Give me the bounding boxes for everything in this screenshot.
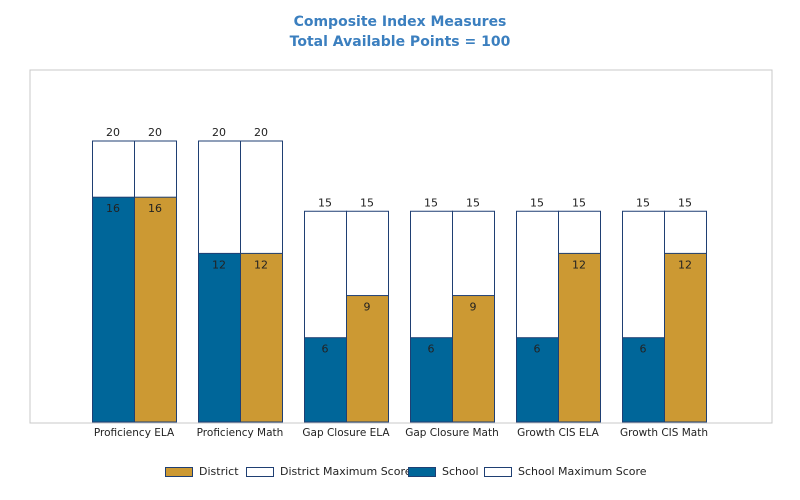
chart-title: Composite Index Measures bbox=[293, 14, 507, 30]
legend-swatch bbox=[408, 466, 436, 477]
legend-item: School Maximum Score bbox=[484, 465, 647, 478]
district-value-label: 12 bbox=[254, 258, 268, 271]
category-label: Proficiency ELA bbox=[94, 427, 175, 439]
district-value-label: 16 bbox=[148, 202, 162, 215]
school-bar bbox=[516, 337, 559, 423]
school-bar bbox=[410, 337, 453, 423]
plot-area: 20 20 16 16 Proficiency ELA 20 20 12 12 Proficien… bbox=[29, 69, 773, 439]
district-max-label: 15 bbox=[466, 196, 480, 209]
district-value-label: 12 bbox=[572, 258, 586, 271]
plot-frame bbox=[29, 69, 773, 424]
category-label: Gap Closure Math bbox=[405, 427, 499, 439]
legend-item: District Maximum Score bbox=[246, 465, 412, 478]
school-max-label: 15 bbox=[318, 196, 332, 209]
legend-swatch bbox=[246, 466, 274, 477]
legend-item: School bbox=[408, 465, 479, 478]
district-value-label: 9 bbox=[470, 301, 477, 314]
legend-label: School Maximum Score bbox=[518, 465, 647, 478]
school-value-label: 6 bbox=[534, 343, 541, 356]
school-bar bbox=[92, 196, 135, 423]
legend-label: School bbox=[442, 465, 479, 478]
school-value-label: 6 bbox=[428, 343, 435, 356]
district-bar bbox=[240, 252, 283, 423]
category-label: Growth CIS Math bbox=[620, 427, 708, 439]
category-label: Growth CIS ELA bbox=[517, 427, 599, 439]
school-max-label: 15 bbox=[636, 196, 650, 209]
legend-swatch bbox=[165, 466, 193, 477]
district-bar bbox=[134, 196, 177, 423]
legend-label: District bbox=[199, 465, 239, 478]
chart-subtitle: Total Available Points = 100 bbox=[289, 34, 511, 50]
category-label: Gap Closure ELA bbox=[302, 427, 390, 439]
legend-label: District Maximum Score bbox=[280, 465, 412, 478]
district-max-label: 15 bbox=[678, 196, 692, 209]
district-value-label: 9 bbox=[364, 301, 371, 314]
district-bar bbox=[664, 252, 707, 423]
school-bar bbox=[304, 337, 347, 423]
school-value-label: 12 bbox=[212, 258, 226, 271]
district-max-label: 20 bbox=[254, 126, 268, 139]
district-max-label: 15 bbox=[360, 196, 374, 209]
district-max-label: 15 bbox=[572, 196, 586, 209]
district-bar bbox=[558, 252, 601, 423]
school-max-label: 15 bbox=[424, 196, 438, 209]
category-label: Proficiency Math bbox=[197, 427, 284, 439]
district-bar bbox=[346, 295, 389, 423]
school-max-label: 20 bbox=[212, 126, 226, 139]
school-max-label: 15 bbox=[530, 196, 544, 209]
district-bar bbox=[452, 295, 495, 423]
school-value-label: 6 bbox=[640, 343, 647, 356]
school-value-label: 6 bbox=[322, 343, 329, 356]
school-bar bbox=[198, 252, 241, 423]
legend-swatch bbox=[484, 466, 512, 477]
district-max-label: 20 bbox=[148, 126, 162, 139]
legend-item: District bbox=[165, 465, 239, 478]
district-value-label: 12 bbox=[678, 258, 692, 271]
school-value-label: 16 bbox=[106, 202, 120, 215]
school-max-label: 20 bbox=[106, 126, 120, 139]
